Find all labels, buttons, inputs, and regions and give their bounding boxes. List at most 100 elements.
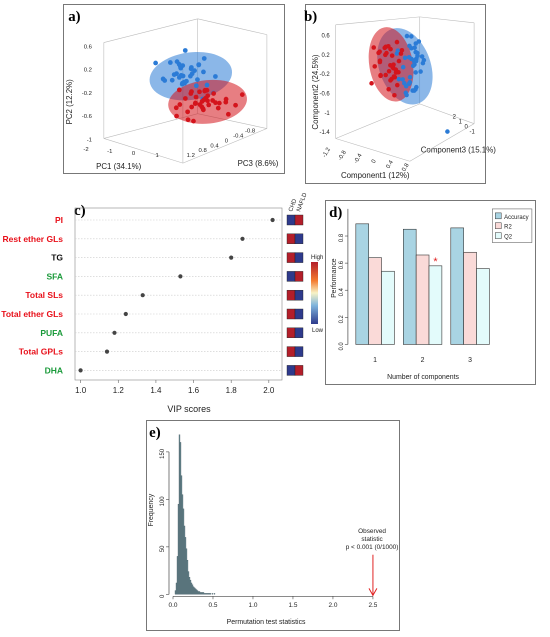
heat-cell bbox=[286, 346, 296, 357]
red-point bbox=[206, 102, 212, 108]
red-point bbox=[369, 81, 374, 86]
vip-point bbox=[178, 274, 183, 279]
histogram-bar bbox=[209, 593, 212, 595]
heat-cell bbox=[286, 252, 296, 263]
blue-point bbox=[188, 73, 193, 79]
histogram-bar bbox=[182, 508, 185, 595]
histogram-bar bbox=[208, 593, 211, 595]
pc2-axis-label: PC2 (12.2%) bbox=[65, 79, 74, 125]
red-point bbox=[386, 68, 392, 74]
red-point bbox=[188, 91, 194, 96]
red-point bbox=[192, 101, 198, 106]
legend-swatch bbox=[495, 232, 502, 239]
vip-x-axis-label: VIP scores bbox=[167, 404, 211, 414]
x-tick-label: -1.2 bbox=[322, 147, 332, 159]
blue-point bbox=[167, 60, 173, 65]
red-point bbox=[371, 45, 377, 50]
category-label: PI bbox=[55, 215, 63, 225]
annotation-line-2: statistic bbox=[361, 536, 383, 543]
histogram-bar bbox=[213, 593, 216, 595]
panel-d: d) Performance Number of components 0.0 0… bbox=[325, 200, 536, 385]
red-point bbox=[210, 98, 216, 103]
heat-cell bbox=[294, 271, 304, 282]
heat-legend-low: Low bbox=[312, 328, 324, 334]
heat-cell bbox=[286, 214, 296, 226]
x-tick-label: 1 bbox=[156, 153, 159, 159]
components-x-label: Number of components bbox=[387, 374, 459, 381]
heat-col-header-chd: CHD bbox=[288, 198, 298, 213]
x-tick-label: 1.0 bbox=[75, 386, 87, 395]
blue-point bbox=[416, 39, 422, 44]
permutation-x-label: Permutation test statistics bbox=[227, 619, 306, 626]
histogram-bar bbox=[192, 586, 195, 595]
red-point bbox=[211, 91, 217, 96]
x-tick-label: 1 bbox=[373, 357, 377, 364]
panel-c-label: c) bbox=[74, 203, 86, 219]
permutation-histogram: e) Frequency Permutation test statistics… bbox=[148, 425, 398, 626]
pca-3d-plot: a) PC2 (12.2%) PC1 (34.1%) PC3 (8.6%) 0.… bbox=[65, 9, 279, 171]
box-edge bbox=[103, 18, 198, 43]
red-point bbox=[383, 52, 388, 58]
vip-point bbox=[140, 293, 145, 298]
heat-cell bbox=[286, 327, 296, 339]
red-point bbox=[176, 87, 182, 93]
red-point bbox=[389, 53, 395, 58]
red-point bbox=[386, 86, 391, 92]
x-tick-label: 2.5 bbox=[368, 602, 377, 609]
y-tick-label: -0.6 bbox=[82, 114, 93, 120]
red-point bbox=[189, 104, 195, 110]
box-edge bbox=[409, 123, 475, 162]
blue-point bbox=[193, 83, 199, 89]
blue-point bbox=[413, 70, 418, 75]
blue-point bbox=[404, 33, 410, 39]
plot-frame bbox=[74, 207, 283, 381]
y-tick-label: -0.2 bbox=[82, 91, 92, 97]
panel-a: a) PC2 (12.2%) PC1 (34.1%) PC3 (8.6%) 0.… bbox=[63, 4, 285, 174]
bar bbox=[450, 227, 464, 345]
z-tick-label: 1.2 bbox=[187, 153, 195, 159]
histogram-bar bbox=[185, 548, 188, 595]
red-point bbox=[233, 102, 238, 108]
z-tick-label: 1 bbox=[459, 120, 462, 126]
pc1-axis-label: PC1 (34.1%) bbox=[96, 162, 142, 171]
bar bbox=[381, 270, 395, 345]
blue-point bbox=[407, 74, 413, 80]
y-tick-label: 0.6 bbox=[84, 44, 93, 50]
histogram-bar bbox=[180, 475, 183, 595]
histogram-bar bbox=[198, 591, 201, 595]
histogram-bar bbox=[191, 584, 194, 595]
blue-point bbox=[414, 84, 419, 90]
bar bbox=[403, 228, 417, 345]
performance-y-label: Performance bbox=[331, 258, 338, 298]
y-tick-label: 0.0 bbox=[339, 342, 345, 351]
red-point bbox=[383, 72, 388, 78]
vip-point bbox=[123, 311, 128, 317]
blue-point bbox=[162, 78, 168, 83]
histogram-bar bbox=[200, 592, 203, 595]
histogram-bar bbox=[181, 494, 184, 595]
panel-a-label: a) bbox=[68, 9, 80, 25]
histogram-bar bbox=[211, 593, 214, 595]
x-tick-label: 2.0 bbox=[328, 602, 337, 609]
blue-point bbox=[213, 74, 218, 79]
blue-point bbox=[174, 59, 180, 64]
blue-point bbox=[411, 88, 417, 93]
bar bbox=[355, 223, 369, 345]
red-point bbox=[393, 67, 399, 72]
y-tick-label: 0.4 bbox=[339, 287, 345, 296]
blue-point bbox=[201, 56, 207, 61]
blue-point bbox=[421, 57, 427, 63]
heat-cell bbox=[294, 289, 304, 301]
heat-legend-high: High bbox=[311, 255, 323, 261]
legend-swatch bbox=[495, 212, 502, 220]
histogram-bar bbox=[179, 442, 182, 595]
bar bbox=[415, 254, 430, 345]
heat-cell bbox=[286, 289, 296, 301]
histogram-bar bbox=[193, 587, 196, 595]
blue-point bbox=[395, 48, 401, 53]
blue-point bbox=[400, 77, 405, 82]
annotation-line-1: Observed bbox=[358, 528, 386, 535]
category-label: PUFA bbox=[40, 328, 63, 338]
x-tick-label: -1 bbox=[107, 149, 112, 155]
x-tick-label: 0.5 bbox=[209, 602, 218, 609]
